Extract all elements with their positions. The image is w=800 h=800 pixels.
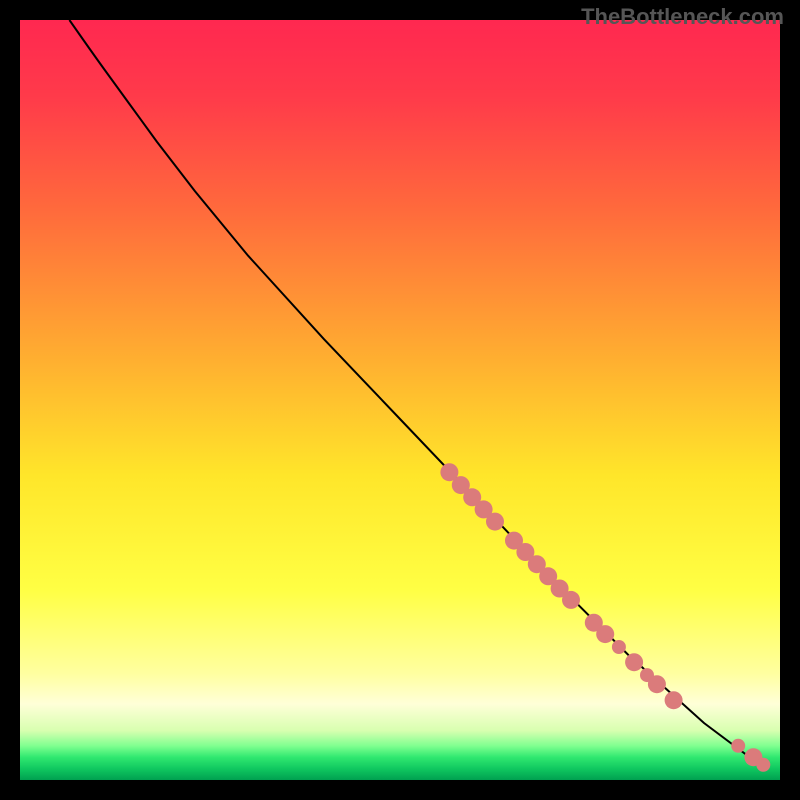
data-point bbox=[486, 513, 504, 531]
data-point bbox=[756, 758, 770, 772]
data-point bbox=[612, 640, 626, 654]
curve-line bbox=[69, 20, 764, 769]
plot-area bbox=[20, 20, 780, 780]
data-point bbox=[731, 739, 745, 753]
watermark-text: TheBottleneck.com bbox=[581, 4, 784, 30]
chart-container: TheBottleneck.com bbox=[0, 0, 800, 800]
data-point bbox=[562, 591, 580, 609]
data-point bbox=[665, 691, 683, 709]
data-point bbox=[625, 653, 643, 671]
data-point bbox=[648, 675, 666, 693]
chart-svg bbox=[20, 20, 780, 780]
data-point bbox=[596, 625, 614, 643]
